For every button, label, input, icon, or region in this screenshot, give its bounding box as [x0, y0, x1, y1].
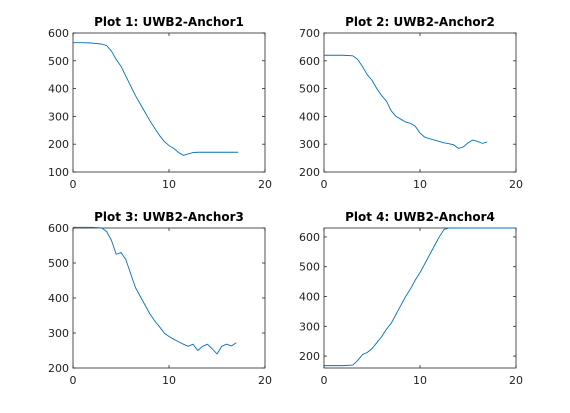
x-tick-label: 20 [258, 374, 272, 387]
y-tick-label: 300 [48, 327, 69, 340]
y-tick-label: 200 [299, 350, 320, 363]
y-tick-label: 600 [48, 27, 69, 40]
x-tick-label: 10 [413, 178, 427, 191]
y-tick-label: 600 [299, 55, 320, 68]
y-tick-label: 400 [299, 110, 320, 123]
y-tick-label: 600 [48, 222, 69, 235]
plot-area [72, 32, 266, 173]
y-tick-label: 200 [48, 362, 69, 375]
y-tick-label: 600 [299, 231, 320, 244]
series-line-1 [73, 42, 239, 156]
y-tick-label: 400 [299, 291, 320, 304]
y-tick-label: 500 [48, 257, 69, 270]
series-line-1 [324, 54, 488, 149]
x-tick-label: 0 [321, 178, 328, 191]
y-tick-label: 200 [299, 166, 320, 179]
y-tick-label: 100 [48, 166, 69, 179]
x-tick-label: 10 [162, 374, 176, 387]
subplot-2: Plot 2: UWB2-Anchor2 0 10 20 200 300 400 500 600… [299, 15, 523, 191]
y-tick-label: 300 [299, 138, 320, 151]
y-tick-label: 400 [48, 292, 69, 305]
chart-title: Plot 1: UWB2-Anchor1 [94, 15, 244, 29]
x-tick-label: 10 [162, 178, 176, 191]
series-line-1 [324, 227, 516, 367]
series-line-1 [73, 226, 237, 355]
y-tick-label: 500 [299, 83, 320, 96]
x-tick-label: 20 [509, 178, 523, 191]
y-tick-label: 500 [48, 55, 69, 68]
x-tick-label: 20 [509, 374, 523, 387]
y-tick-label: 300 [299, 320, 320, 333]
x-tick-label: 0 [70, 374, 77, 387]
chart-title: Plot 3: UWB2-Anchor3 [94, 210, 244, 224]
y-tick-label: 500 [299, 261, 320, 274]
y-tick-label: 400 [48, 83, 69, 96]
plot-area [323, 32, 517, 173]
y-tick-label: 700 [299, 27, 320, 40]
x-tick-label: 20 [258, 178, 272, 191]
subplot-1: Plot 1: UWB2-Anchor1 0 10 20 100 200 300 400 500… [48, 15, 272, 191]
plot-area [323, 227, 517, 369]
x-tick-label: 10 [413, 374, 427, 387]
plot-area [72, 227, 266, 369]
y-tick-label: 300 [48, 110, 69, 123]
chart-title: Plot 4: UWB2-Anchor4 [345, 210, 495, 224]
subplot-3: Plot 3: UWB2-Anchor3 0 10 20 200 300 400 500 600 [48, 210, 272, 387]
x-tick-label: 0 [70, 178, 77, 191]
chart-title: Plot 2: UWB2-Anchor2 [345, 15, 495, 29]
subplot-4: Plot 4: UWB2-Anchor4 0 10 20 200 300 400 500 600 [299, 210, 523, 387]
y-tick-label: 200 [48, 138, 69, 151]
x-tick-label: 0 [321, 374, 328, 387]
